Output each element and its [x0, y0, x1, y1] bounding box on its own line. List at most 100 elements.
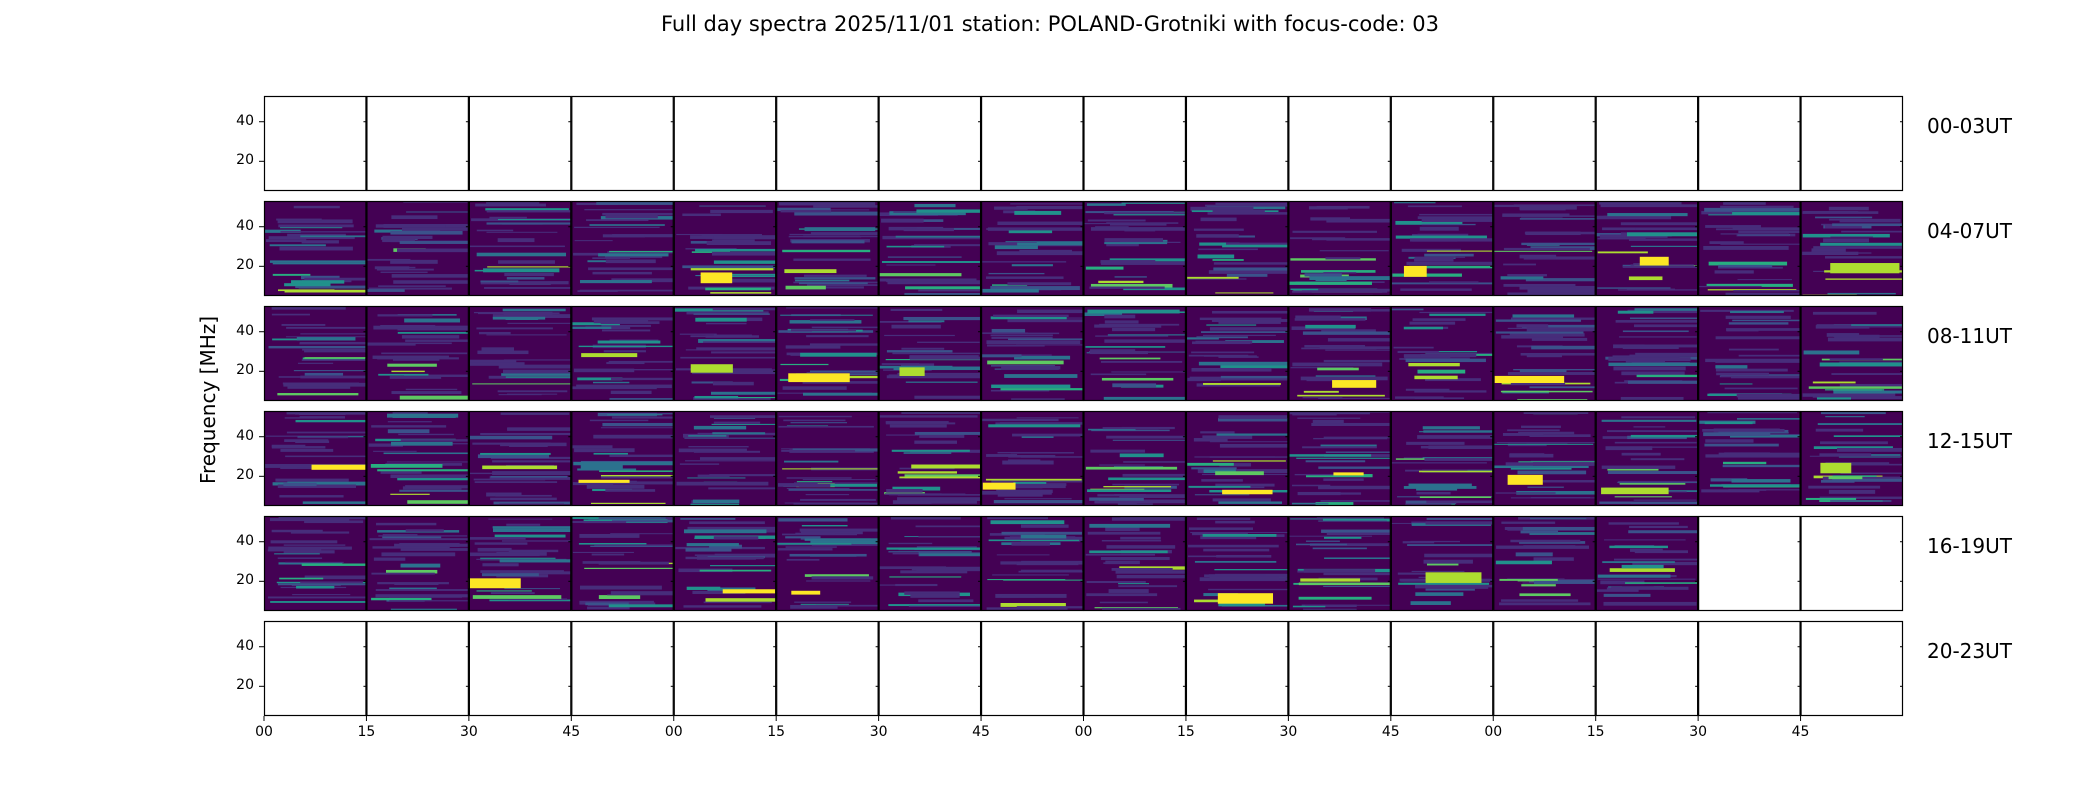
spectrum-band — [685, 460, 777, 462]
spectrum-band — [1811, 248, 1846, 253]
spectrum-band — [474, 481, 558, 483]
spectrum-panel — [1288, 410, 1391, 507]
panel-frame — [1493, 305, 1596, 402]
spectrum-panel — [776, 305, 879, 402]
spectrum-band — [272, 482, 367, 486]
panel-frame — [980, 305, 1084, 402]
spectrum-band — [800, 498, 876, 501]
spectrum-band — [1099, 601, 1148, 604]
spectrum-band — [482, 563, 519, 567]
spectrum-band — [1320, 444, 1377, 447]
spectrum-band — [286, 326, 367, 329]
spectrum-burst — [788, 373, 850, 383]
spectrum-band — [687, 477, 746, 479]
panel-frame — [673, 95, 777, 192]
spectrum-band — [1106, 435, 1186, 439]
panel-frame — [263, 200, 367, 297]
spectrum-band — [1394, 201, 1436, 204]
spectrum-band — [1825, 416, 1865, 418]
panel-frame — [1083, 200, 1187, 297]
spectrum-band — [1103, 396, 1186, 400]
spectrum-band — [1000, 388, 1084, 391]
spectrum-band — [996, 489, 1053, 494]
spectrum-band — [501, 373, 572, 377]
spectrum-band — [393, 280, 469, 284]
spectrum-background — [264, 411, 367, 506]
spectrum-band — [1707, 289, 1797, 291]
spectrum-band — [1199, 242, 1240, 246]
spectrum-band — [608, 481, 674, 485]
spectrum-band — [815, 604, 879, 607]
spectrum-band — [597, 340, 661, 344]
spectrum-band — [993, 314, 1069, 318]
spectrum-band — [590, 502, 666, 504]
spectrum-band — [680, 517, 736, 520]
spectrum-band — [385, 569, 438, 574]
spectrum-band — [986, 454, 1018, 457]
spectrum-burst — [1333, 472, 1364, 476]
spectrum-burst — [468, 578, 521, 589]
spectrum-panel — [776, 95, 879, 192]
spectrum-band — [1090, 373, 1147, 376]
spectrum-band — [505, 318, 539, 320]
xtick-label: 15 — [1586, 724, 1605, 740]
spectrum-band — [782, 468, 879, 470]
spectrum-band — [903, 316, 982, 321]
spectrum-band — [713, 235, 777, 240]
spectrum-band — [901, 363, 935, 368]
spectrum-band — [1726, 328, 1801, 331]
spectrum-band — [605, 489, 656, 492]
spectrum-band — [1094, 607, 1179, 609]
spectrum-band — [585, 602, 629, 606]
spectrum-band — [297, 362, 334, 364]
panel-frame — [980, 200, 1084, 297]
spectrum-band — [1714, 270, 1754, 274]
spectrum-band — [1407, 544, 1494, 547]
spectrum-band — [1715, 368, 1788, 372]
spectrum-band — [1300, 270, 1376, 273]
spectrum-band — [885, 421, 949, 424]
spectrum-band — [475, 203, 546, 207]
spectrum-band — [596, 201, 674, 205]
spectrum-band — [1203, 469, 1236, 474]
spectrum-band — [805, 494, 850, 496]
spectrum-band — [1517, 470, 1587, 475]
panel-frame — [1185, 200, 1289, 297]
spectrum-panel — [980, 95, 1084, 192]
spectrum-band — [577, 468, 637, 471]
spectrum-band — [691, 381, 733, 384]
spectrum-band — [914, 244, 981, 247]
spectrum-band — [1493, 250, 1593, 252]
spectrum-burst — [1639, 256, 1669, 266]
spectrum-band — [373, 450, 417, 452]
spectrum-band — [1015, 344, 1084, 346]
spectrum-band — [1292, 290, 1388, 293]
spectrum-band — [391, 274, 469, 278]
spectrum-band — [1803, 211, 1859, 213]
spectrum-band — [1001, 595, 1036, 598]
spectrum-band — [994, 206, 1028, 210]
spectrum-panel — [571, 515, 674, 612]
spectrum-band — [573, 461, 674, 466]
spectrum-band — [1217, 417, 1289, 422]
spectrum-band — [611, 416, 674, 419]
spectrum-band — [1011, 541, 1050, 546]
panel-frame — [1595, 515, 1699, 612]
spectrum-band — [1622, 330, 1689, 333]
spectrum-band — [378, 535, 468, 537]
spectrum-band — [990, 365, 1055, 367]
panel-frame — [1288, 410, 1391, 507]
spectrum-band — [472, 595, 562, 599]
spectrum-band — [1085, 466, 1178, 470]
spectrum-band — [506, 277, 545, 280]
spectrum-band — [1011, 264, 1053, 267]
spectrum-band — [1004, 498, 1072, 500]
panel-frame — [571, 305, 674, 402]
spectrum-band — [1209, 576, 1280, 581]
spectrum-band — [401, 227, 469, 231]
spectrum-band — [692, 372, 777, 375]
spectrum-band — [1005, 241, 1084, 244]
spectrum-band — [1725, 292, 1801, 296]
spectrum-band — [284, 417, 318, 419]
spectrum-band — [1500, 276, 1544, 280]
